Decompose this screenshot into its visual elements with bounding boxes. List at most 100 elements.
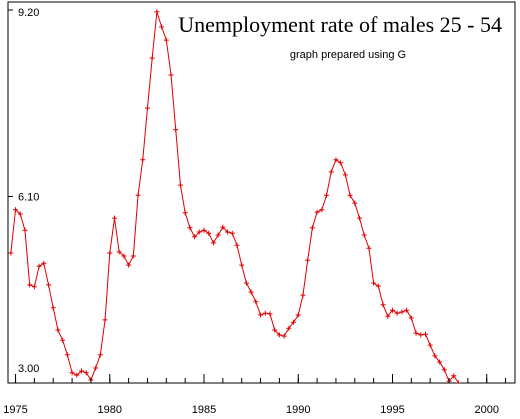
- data-point: [201, 227, 207, 233]
- data-point: [324, 192, 330, 198]
- data-point: [140, 157, 146, 163]
- data-point: [239, 262, 245, 268]
- data-point: [187, 225, 193, 231]
- data-point: [399, 309, 405, 315]
- data-point: [432, 353, 438, 359]
- data-point: [267, 311, 273, 317]
- data-point: [111, 215, 117, 221]
- data-point: [79, 368, 85, 374]
- data-point: [385, 313, 391, 319]
- data-point: [328, 169, 334, 175]
- data-point: [182, 210, 188, 216]
- x-tick-label: 1975: [3, 404, 27, 416]
- data-point: [295, 312, 301, 318]
- data-point: [22, 227, 28, 233]
- data-point: [130, 253, 136, 259]
- x-tick-label: 2000: [474, 404, 498, 416]
- data-point: [333, 157, 339, 163]
- data-point: [159, 24, 165, 30]
- data-point: [347, 192, 353, 198]
- data-point: [455, 380, 461, 383]
- data-point: [272, 327, 278, 333]
- data-point: [144, 105, 150, 111]
- data-point: [177, 182, 183, 188]
- data-point: [8, 250, 14, 256]
- data-point: [276, 332, 282, 338]
- data-point: [437, 359, 443, 365]
- x-tick-label: 1995: [380, 404, 404, 416]
- x-tick-label: 1985: [192, 404, 216, 416]
- y-tick-label: 6.10: [18, 192, 39, 204]
- data-point: [60, 337, 66, 343]
- data-point: [441, 367, 447, 373]
- data-point: [163, 37, 169, 43]
- data-point: [50, 305, 56, 311]
- data-point: [366, 245, 372, 251]
- data-point: [173, 127, 179, 133]
- data-point: [97, 352, 103, 358]
- data-point: [17, 211, 23, 217]
- data-point: [168, 72, 174, 78]
- data-point: [357, 215, 363, 221]
- data-point: [107, 250, 113, 256]
- data-point: [305, 257, 311, 263]
- y-tick-label: 3.00: [18, 363, 39, 375]
- data-point: [13, 207, 19, 213]
- data-point: [338, 160, 344, 166]
- data-point: [248, 289, 254, 295]
- data-point: [422, 331, 428, 337]
- y-tick-label: 9.20: [18, 7, 39, 19]
- x-tick-label: 1980: [98, 404, 122, 416]
- data-point: [225, 229, 231, 235]
- data-point: [361, 232, 367, 238]
- data-point: [413, 330, 419, 336]
- data-point: [154, 9, 160, 15]
- data-point: [234, 242, 240, 248]
- data-point: [286, 325, 292, 331]
- x-tick-label: 1990: [286, 404, 310, 416]
- chart-title: Unemployment rate of males 25 - 54: [178, 12, 502, 37]
- data-point: [253, 299, 259, 305]
- data-point: [121, 253, 127, 259]
- plot: [8, 9, 461, 383]
- data-point: [116, 249, 122, 255]
- data-point: [300, 292, 306, 298]
- data-point: [291, 319, 297, 325]
- data-point: [418, 332, 424, 338]
- data-point: [206, 230, 212, 236]
- data-point: [371, 280, 377, 286]
- data-point: [149, 55, 155, 61]
- data-point: [192, 234, 198, 240]
- data-point: [380, 302, 386, 308]
- data-point: [314, 209, 320, 215]
- data-point: [215, 232, 221, 238]
- data-point: [69, 370, 75, 376]
- data-point: [126, 262, 132, 268]
- data-point: [31, 284, 37, 290]
- data-point: [451, 373, 457, 379]
- data-point: [55, 327, 61, 333]
- data-point: [319, 207, 325, 213]
- data-point: [83, 370, 89, 376]
- data-point: [27, 282, 33, 288]
- chart-subtitle: graph prepared using G: [290, 49, 406, 61]
- data-point: [309, 225, 315, 231]
- data-point: [389, 307, 395, 313]
- plot-frame: [7, 1, 516, 384]
- data-point: [41, 260, 47, 266]
- data-point: [36, 263, 42, 269]
- data-point: [262, 310, 268, 316]
- data-point: [210, 240, 216, 246]
- data-point: [375, 283, 381, 289]
- data-point: [352, 200, 358, 206]
- data-point: [220, 224, 226, 230]
- data-point: [196, 229, 202, 235]
- data-point: [394, 310, 400, 316]
- data-point: [243, 280, 249, 286]
- data-point: [46, 282, 52, 288]
- data-point: [135, 192, 141, 198]
- data-point: [404, 307, 410, 313]
- data-point: [74, 372, 80, 378]
